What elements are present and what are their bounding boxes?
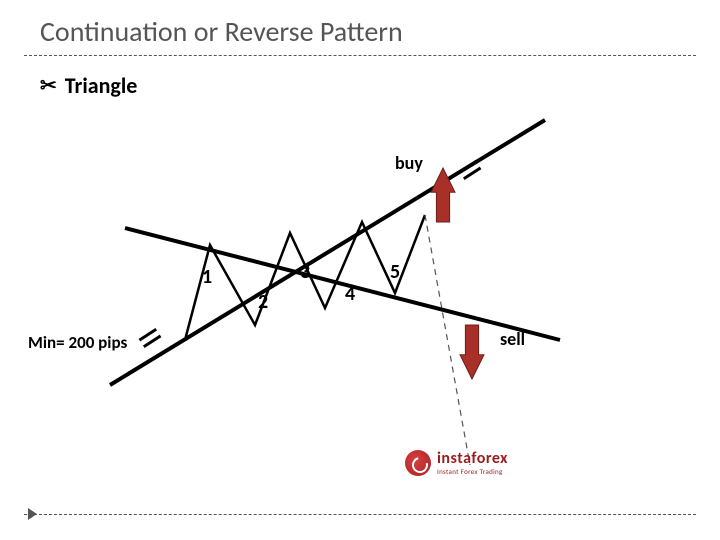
slide-title: Continuation or Reverse Pattern: [40, 14, 403, 49]
subtitle: Triangle: [65, 72, 138, 99]
divider-bottom: [24, 514, 696, 515]
logo-icon: [405, 450, 431, 476]
label-min: Min= 200 pips: [28, 332, 127, 353]
logo-main: instaforex: [437, 451, 508, 467]
divider-top: [24, 55, 696, 56]
label-sell: sell: [500, 328, 525, 350]
subtitle-row: ✂ Triangle: [40, 72, 137, 99]
logo-sub: Instant Forex Trading: [437, 468, 508, 475]
wave-number: 4: [345, 282, 355, 306]
wave-number: 5: [390, 260, 400, 284]
bullet-icon: ✂: [40, 76, 57, 96]
footer-play-icon: [28, 508, 37, 520]
wave-number: 1: [202, 265, 212, 289]
wave-number: 2: [258, 290, 268, 314]
instaforex-logo: instaforex Instant Forex Trading: [405, 450, 508, 476]
label-buy: buy: [395, 152, 423, 174]
wave-number: 3: [300, 260, 310, 284]
